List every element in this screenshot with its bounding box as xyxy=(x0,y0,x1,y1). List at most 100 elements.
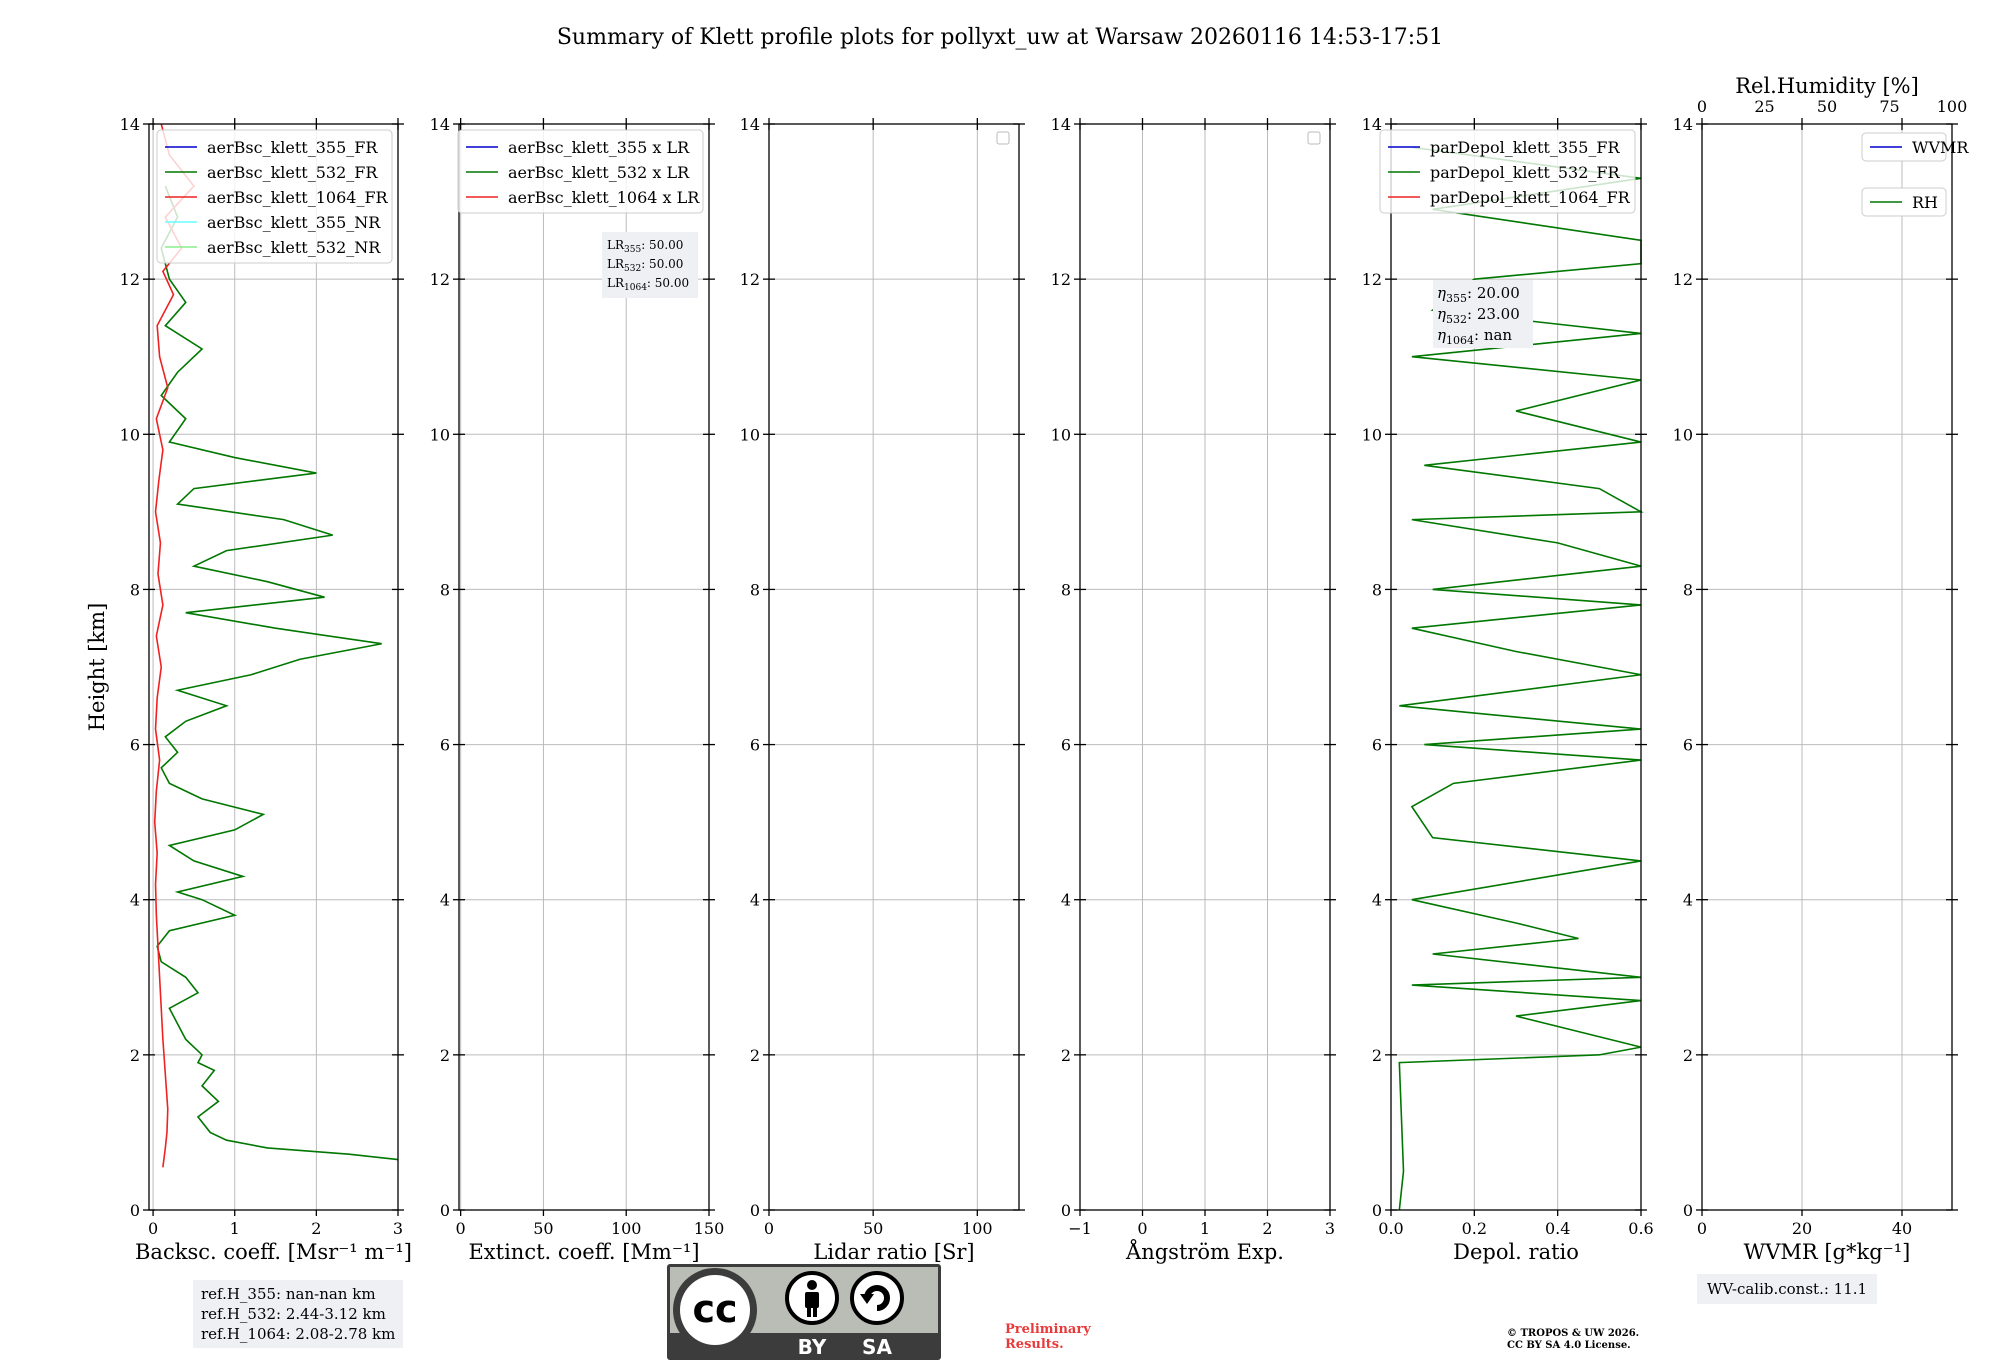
legend-label: parDepol_klett_355_FR xyxy=(1430,138,1621,157)
lr-value: : 50.00 xyxy=(641,257,683,271)
y-tick-label: 4 xyxy=(750,891,760,910)
prelim-line-2: Results. xyxy=(1005,1337,1064,1352)
legend-label: WVMR xyxy=(1912,138,1969,157)
x-tick-label: 0 xyxy=(456,1219,466,1238)
legend-label: aerBsc_klett_1064 x LR xyxy=(508,188,700,207)
legend: WVMR RH xyxy=(1861,132,1969,217)
ref-h-532: ref.H_532: 2.44-3.12 km xyxy=(201,1305,386,1323)
y-tick-label: 14 xyxy=(740,115,760,134)
lr-value: : 50.00 xyxy=(647,276,689,290)
y-tick-label: 4 xyxy=(1061,891,1071,910)
axes-frame xyxy=(1701,123,1953,1211)
eta-subscript: 532 xyxy=(1446,313,1467,326)
y-tick-label: 10 xyxy=(120,425,140,444)
x-tick-label: 0.2 xyxy=(1462,1219,1487,1238)
y-tick-label: 10 xyxy=(740,425,760,444)
y-tick-label: 14 xyxy=(430,115,450,134)
y-tick-label: 6 xyxy=(440,736,450,755)
x-axis-label: Ångström Exp. xyxy=(1125,1239,1284,1264)
top-x-tick-label: 50 xyxy=(1817,97,1837,116)
y-tick-label: 0 xyxy=(750,1201,760,1220)
y-tick-label: 10 xyxy=(1673,425,1693,444)
panel-depol: 0 2 4 6 8 10 12 14 0.0 0.2 0.4 0.6 Depol. ratio parDe… xyxy=(1362,115,1654,1264)
legend-frame xyxy=(1379,129,1636,214)
legend-label: aerBsc_klett_1064_FR xyxy=(207,188,389,207)
panel-ext: 0 2 4 6 8 10 12 14 0 50 100 150 Extinct. coeff. [Mm⁻… xyxy=(430,115,725,1264)
x-tick-label: 40 xyxy=(1892,1219,1912,1238)
lr-prefix: LR xyxy=(607,238,625,252)
eta-symbol: η xyxy=(1437,305,1446,323)
legend-label: aerBsc_klett_355_NR xyxy=(207,213,381,232)
legend-label: aerBsc_klett_355_FR xyxy=(207,138,378,157)
legend-label: parDepol_klett_532_FR xyxy=(1430,163,1621,182)
axes-frame xyxy=(458,123,710,1211)
y-tick-label: 8 xyxy=(1061,580,1071,599)
top-x-tick-label: 0 xyxy=(1697,97,1707,116)
top-x-tick-label: 100 xyxy=(1937,97,1968,116)
cc-text: cc xyxy=(692,1287,737,1331)
x-tick-label: 0 xyxy=(148,1219,158,1238)
x-tick-label: 3 xyxy=(393,1219,403,1238)
y-tick-label: 14 xyxy=(1673,115,1693,134)
lr-label: LR1064: 50.00 xyxy=(607,276,689,293)
x-tick-label: 50 xyxy=(533,1219,553,1238)
legend-label: RH xyxy=(1912,193,1938,212)
y-tick-label: 12 xyxy=(430,270,450,289)
y-tick-label: 0 xyxy=(1372,1201,1382,1220)
y-tick-label: 8 xyxy=(1372,580,1382,599)
eta-value: : 20.00 xyxy=(1467,284,1520,302)
legend: parDepol_klett_355_FR parDepol_klett_532_… xyxy=(1379,129,1636,214)
y-tick-label: 12 xyxy=(1673,270,1693,289)
legend-frame xyxy=(1861,187,1947,217)
x-tick-label: 150 xyxy=(694,1219,725,1238)
series-line-parDepol_klett_532_FR xyxy=(1398,146,1644,1211)
figure-title: Summary of Klett profile plots for polly… xyxy=(557,25,1443,50)
legend: aerBsc_klett_355_FR aerBsc_klett_532_FRae… xyxy=(156,129,393,264)
y-tick-label: 12 xyxy=(740,270,760,289)
y-tick-label: 8 xyxy=(750,580,760,599)
axes-frame xyxy=(148,123,399,1211)
legend-frame xyxy=(1861,132,1947,162)
empty-legend-box xyxy=(996,131,1010,145)
eta-symbol: η xyxy=(1437,326,1446,344)
x-tick-label: −1 xyxy=(1068,1219,1092,1238)
axes-frame xyxy=(768,123,1020,1211)
top-x-tick-label: 75 xyxy=(1879,97,1899,116)
y-tick-label: 2 xyxy=(130,1046,140,1065)
wv-calib-text: WV-calib.const.: 11.1 xyxy=(1707,1280,1868,1298)
x-tick-label: 0.0 xyxy=(1378,1219,1403,1238)
by-text: BY xyxy=(798,1335,827,1359)
legend-label: aerBsc_klett_355 x LR xyxy=(508,138,690,157)
y-tick-label: 6 xyxy=(750,736,760,755)
y-tick-label: 0 xyxy=(1061,1201,1071,1220)
legend-frame xyxy=(457,129,704,214)
y-tick-label: 12 xyxy=(120,270,140,289)
empty-legend-box xyxy=(1307,131,1321,145)
y-tick-label: 4 xyxy=(440,891,450,910)
legend-label: aerBsc_klett_532 x LR xyxy=(508,163,690,182)
x-axis-label: Depol. ratio xyxy=(1453,1240,1579,1264)
eta-box xyxy=(1433,280,1533,348)
lr-label: LR532: 50.00 xyxy=(607,257,683,274)
series-line-aerBsc_klett_532_FR xyxy=(156,185,399,1161)
y-tick-label: 6 xyxy=(1061,736,1071,755)
x-tick-label: 20 xyxy=(1792,1219,1812,1238)
legend-label: aerBsc_klett_532_FR xyxy=(207,163,378,182)
x-tick-label: 50 xyxy=(863,1219,883,1238)
eta-value: : 23.00 xyxy=(1467,305,1520,323)
x-tick-label: 0 xyxy=(764,1219,774,1238)
x-tick-label: 0 xyxy=(1137,1219,1147,1238)
lr-subscript: 355 xyxy=(624,245,641,255)
eta-subscript: 1064 xyxy=(1446,334,1474,347)
y-tick-label: 12 xyxy=(1051,270,1071,289)
y-tick-label: 12 xyxy=(1362,270,1382,289)
y-tick-label: 4 xyxy=(130,891,140,910)
panel-lr: 0 2 4 6 8 10 12 14 0 50 100 Lidar ratio [Sr] xyxy=(740,115,1025,1264)
x-axis-label: Lidar ratio [Sr] xyxy=(813,1240,974,1264)
eta-symbol: η xyxy=(1437,284,1446,302)
x-tick-label: 2 xyxy=(311,1219,321,1238)
copyright-line-1: © TROPOS & UW 2026. xyxy=(1507,1328,1640,1339)
lr-prefix: LR xyxy=(607,276,625,290)
